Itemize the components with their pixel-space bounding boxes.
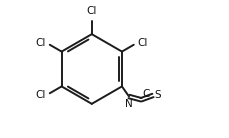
- Text: Cl: Cl: [36, 38, 46, 48]
- Text: Cl: Cl: [137, 38, 147, 48]
- Text: S: S: [154, 90, 160, 100]
- Text: C: C: [141, 89, 149, 99]
- Text: Cl: Cl: [86, 6, 97, 16]
- Text: N: N: [124, 99, 132, 109]
- Text: Cl: Cl: [36, 90, 46, 100]
